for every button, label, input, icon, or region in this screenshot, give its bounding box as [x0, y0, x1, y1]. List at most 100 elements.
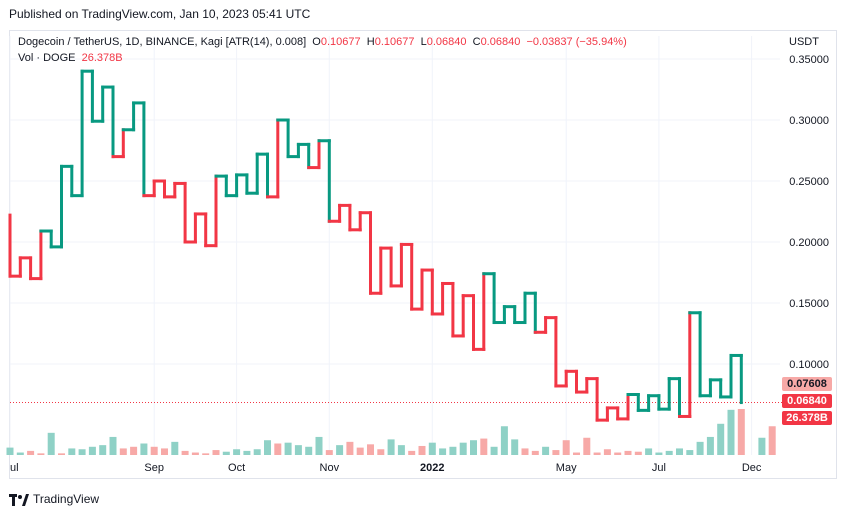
y-tick-label: 0.20000 [789, 237, 829, 249]
volume-bar [624, 450, 632, 455]
volume-bar [88, 446, 96, 455]
volume-bar [109, 436, 117, 455]
volume-bar [99, 445, 107, 455]
x-tick-label: Dec [742, 462, 762, 474]
volume-bar [191, 452, 199, 455]
volume-bar [315, 436, 323, 455]
volume-bar [130, 446, 138, 455]
volume-bar [161, 448, 168, 455]
y-tick-label: 0.25000 [789, 176, 829, 188]
volume-bar [603, 449, 611, 455]
x-tick-label: Nov [320, 462, 340, 474]
legend-o-label: O [312, 36, 321, 48]
volume-bar [459, 442, 467, 455]
volume-bar [212, 450, 220, 455]
published-text: Published on TradingView.com, Jan 10, 20… [9, 7, 311, 21]
volume-bar [408, 450, 416, 455]
volume-bar [717, 423, 725, 455]
volume-badge: 26.378B [782, 411, 832, 425]
volume-bar [573, 452, 580, 455]
volume-bar [140, 443, 148, 455]
volume-bar [397, 445, 405, 455]
legend-low: 0.06840 [426, 36, 467, 48]
volume-bar [305, 446, 313, 455]
volume-bar [470, 440, 477, 455]
volume-label[interactable]: Vol · DOGE [18, 52, 76, 64]
volume-bar [202, 453, 210, 455]
volume-bar [274, 443, 282, 455]
volume-bar [119, 448, 127, 455]
volume-value: 26.378B [81, 52, 123, 64]
volume-bar [181, 450, 189, 455]
volume-bar [294, 445, 302, 455]
legend-change: −0.03837 (−35.94%) [526, 36, 627, 48]
volume-bar [325, 450, 333, 455]
volume-bar [439, 448, 447, 455]
legend-close: 0.06840 [480, 36, 521, 48]
volume-bar [47, 432, 55, 455]
volume-bar [727, 409, 735, 455]
tradingview-logo-icon [9, 493, 29, 506]
volume-bar [150, 446, 158, 455]
volume-bars [6, 409, 776, 455]
volume-bar [768, 426, 776, 455]
y-tick-label: 0.15000 [789, 298, 829, 310]
legend-h-label: H [366, 36, 375, 48]
volume-bar [6, 447, 14, 455]
x-tick-label: Sep [144, 462, 164, 474]
x-tick-label: May [556, 462, 577, 474]
volume-bar [16, 452, 24, 455]
x-axis: ul Sep Oct Nov 2022 May Jul Dec [10, 462, 762, 474]
legend-volume: Vol · DOGE 26.378B [18, 52, 123, 64]
previous-price-badge: 0.07608 [782, 377, 832, 391]
volume-bar [645, 448, 653, 455]
legend-ohlc: Dogecoin / TetherUS, 1D, BINANCE, Kagi [… [18, 36, 627, 48]
volume-bar [706, 436, 714, 455]
volume-bar [490, 446, 498, 455]
volume-bar [356, 447, 364, 455]
y-axis-unit: USDT [789, 36, 819, 48]
volume-bar [542, 446, 550, 455]
volume-bar [676, 448, 683, 455]
volume-bar [253, 449, 261, 455]
volume-bar [284, 442, 292, 455]
footer-brand-text: TradingView [33, 492, 100, 506]
volume-bar [377, 449, 385, 455]
volume-bar [696, 441, 704, 455]
volume-bar [367, 444, 374, 455]
legend-open: 0.10677 [320, 36, 361, 48]
volume-bar [665, 450, 673, 455]
volume-bar [78, 449, 86, 455]
volume-bar [562, 440, 570, 455]
volume-bar [387, 439, 395, 455]
x-tick-label: Oct [228, 462, 245, 474]
y-tick-label: 0.35000 [789, 54, 829, 66]
volume-bar [758, 437, 766, 455]
volume-bar [171, 441, 179, 455]
volume-bar [346, 441, 354, 455]
volume-bar [583, 437, 591, 455]
footer-brand[interactable]: TradingView [9, 492, 99, 506]
volume-bar [264, 440, 271, 455]
volume-bar [511, 439, 519, 455]
volume-bar [418, 445, 426, 455]
last-price-badge: 0.06840 [782, 394, 832, 408]
volume-bar [243, 450, 251, 455]
legend-symbol[interactable]: Dogecoin / TetherUS, 1D, BINANCE, Kagi [… [18, 36, 307, 48]
y-tick-label: 0.30000 [789, 115, 829, 127]
volume-bar [37, 453, 45, 455]
y-tick-label: 0.10000 [789, 359, 829, 371]
volume-bar [552, 450, 560, 455]
volume-bar [521, 448, 529, 455]
volume-bar [336, 445, 344, 455]
legend-high: 0.10677 [374, 36, 415, 48]
legend-l-label: L [420, 36, 427, 48]
grid-lines [9, 36, 780, 455]
volume-bar [222, 451, 230, 455]
kagi-series [8, 69, 743, 422]
volume-bar [58, 453, 65, 455]
legend-c-label: C [472, 36, 481, 48]
volume-bar [233, 449, 241, 455]
volume-bar [68, 448, 76, 455]
